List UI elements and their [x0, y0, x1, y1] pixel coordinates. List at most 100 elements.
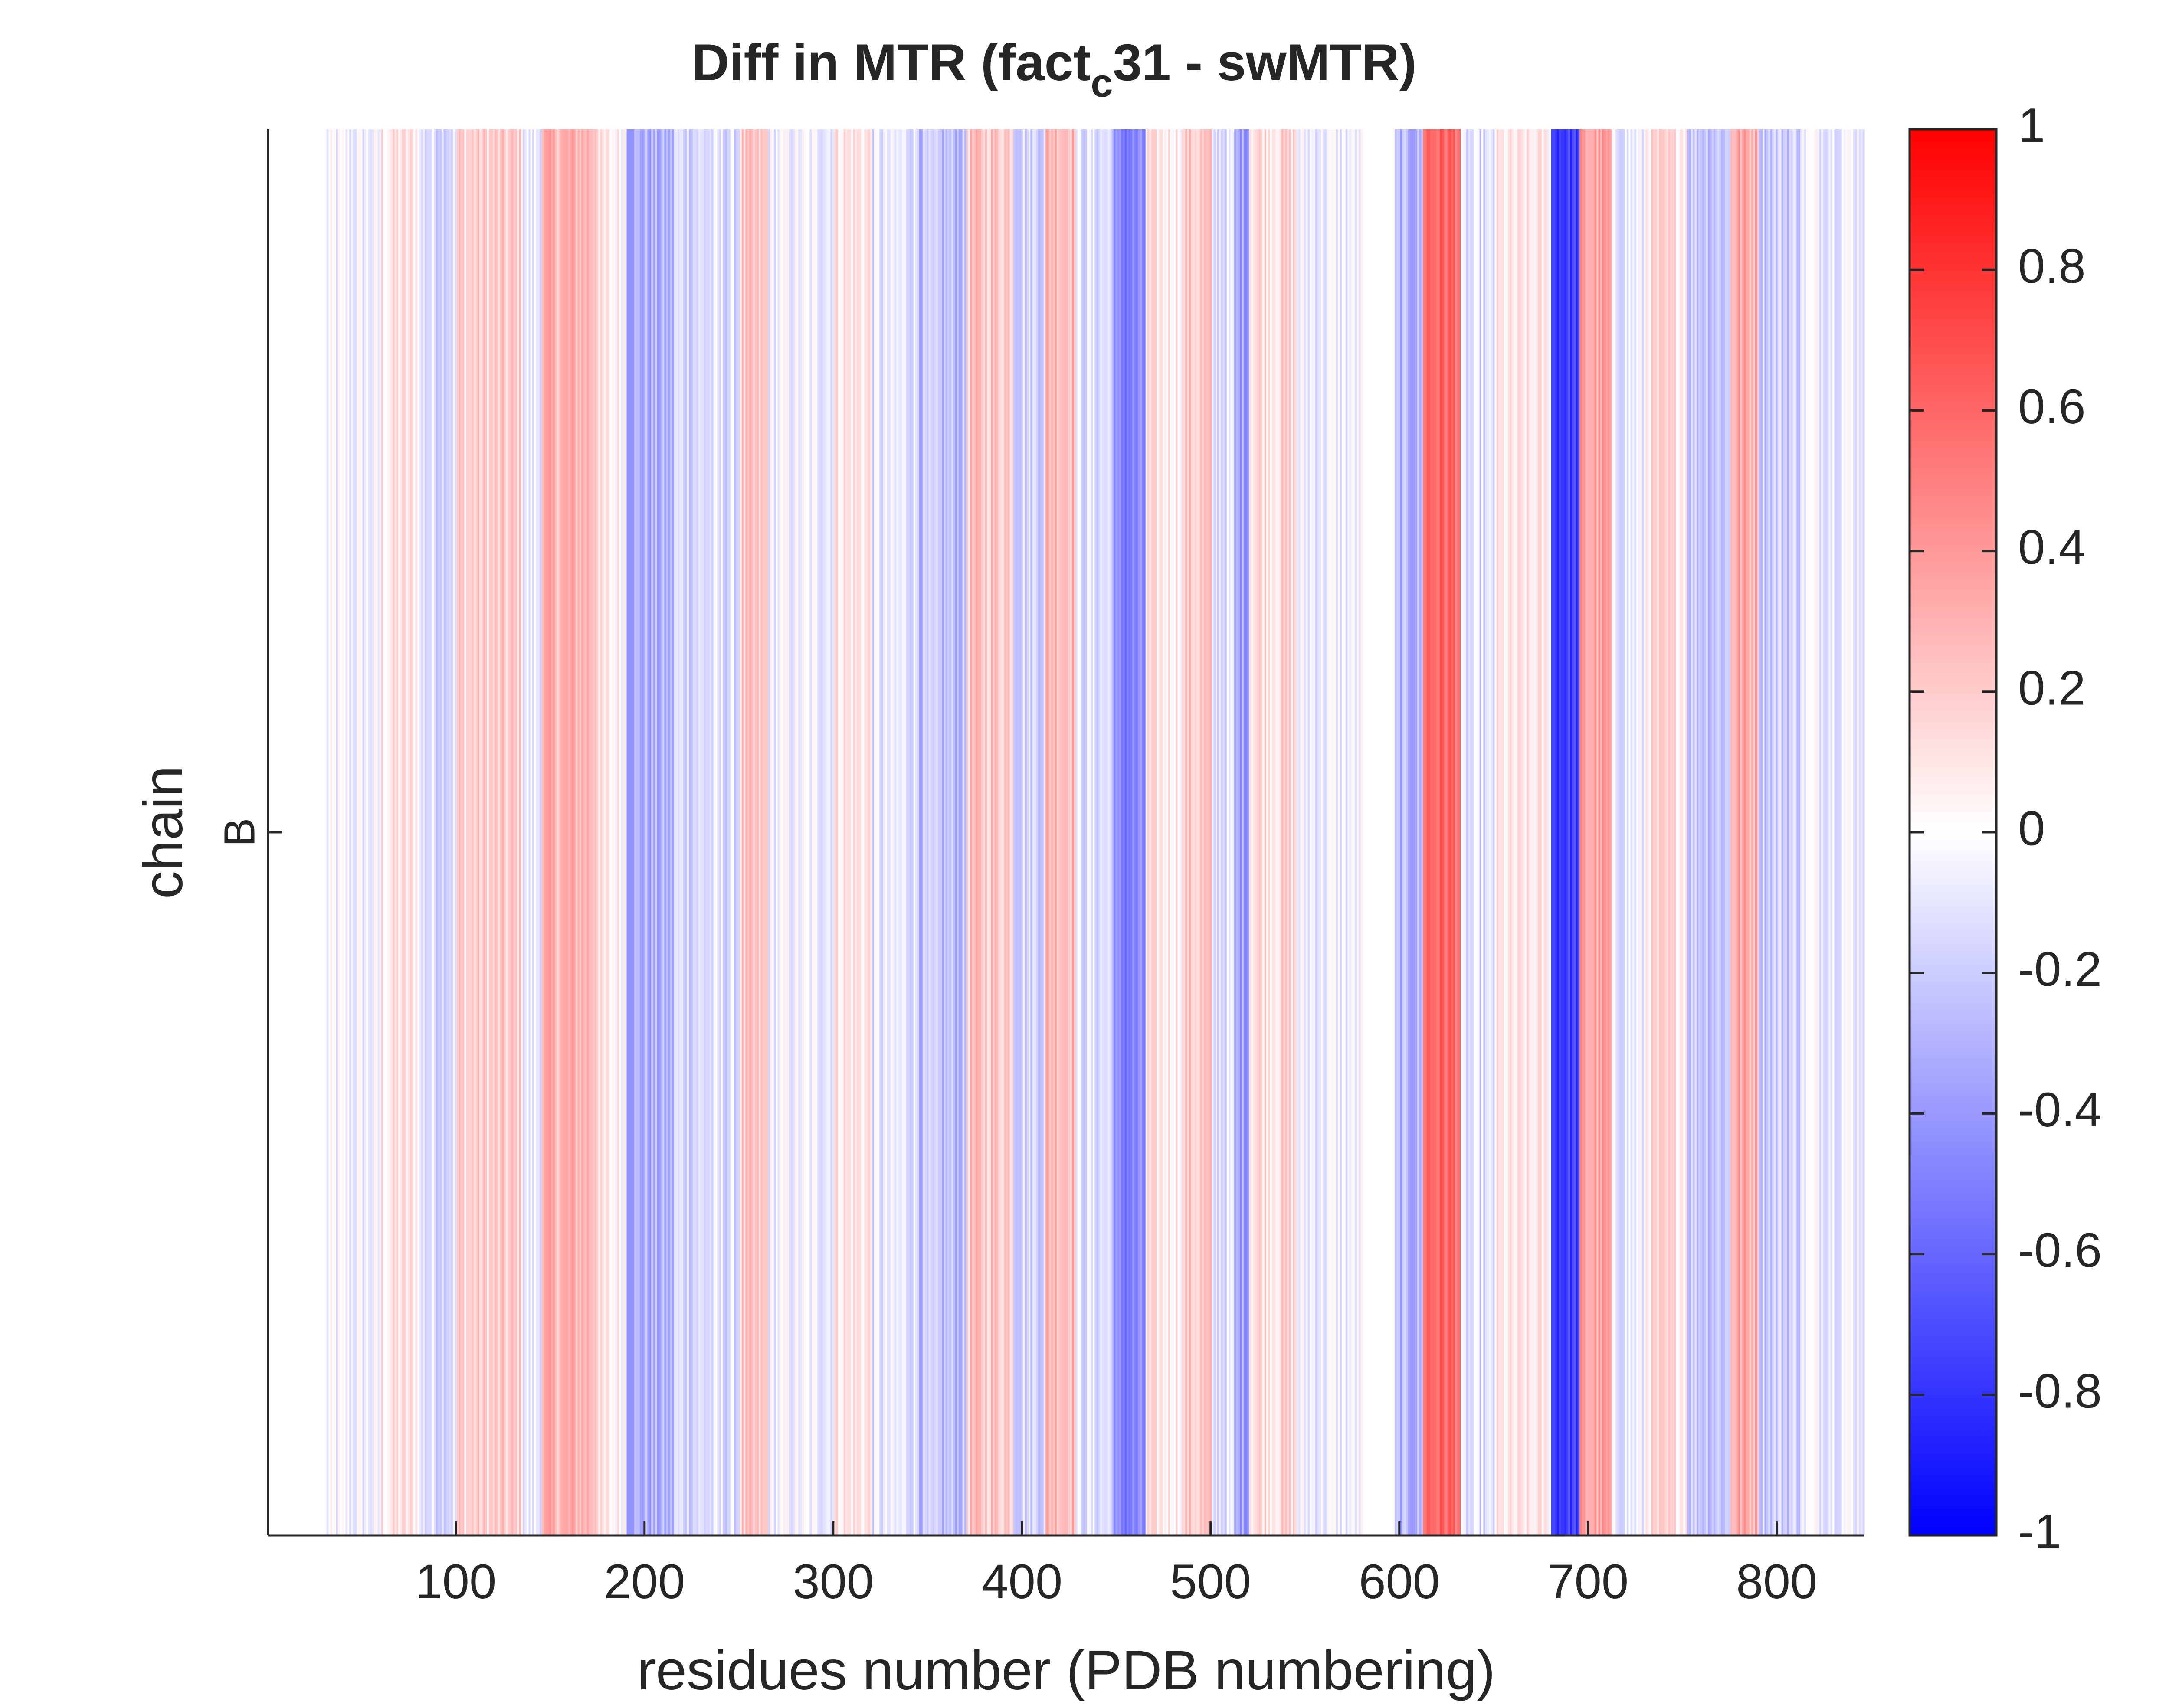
- heatmap-cell: [540, 129, 542, 1535]
- heatmap-cell: [1204, 129, 1206, 1535]
- heatmap-cell: [919, 129, 921, 1535]
- heatmap-cell: [936, 129, 938, 1535]
- heatmap-cell: [1655, 129, 1658, 1535]
- colorbar-tick-label: 0: [2018, 802, 2045, 856]
- heatmap-cell: [1268, 129, 1271, 1535]
- heatmap-cell: [587, 129, 590, 1535]
- heatmap-cell: [647, 129, 650, 1535]
- heatmap-cell: [1845, 129, 1848, 1535]
- heatmap-cell: [857, 129, 859, 1535]
- heatmap-cell: [968, 129, 970, 1535]
- heatmap-cell: [404, 129, 406, 1535]
- heatmap-cell: [1087, 129, 1089, 1535]
- heatmap-cell: [513, 129, 516, 1535]
- heatmap-cell: [434, 129, 436, 1535]
- heatmap-cell: [1432, 129, 1435, 1535]
- heatmap-cell: [721, 129, 723, 1535]
- heatmap-cell: [1681, 129, 1684, 1535]
- heatmap-cell: [1170, 129, 1173, 1535]
- heatmap-cell: [1485, 129, 1488, 1535]
- heatmap-cell: [1232, 129, 1235, 1535]
- heatmap-cell: [802, 129, 804, 1535]
- heatmap-cell: [526, 129, 529, 1535]
- heatmap-cell: [1343, 129, 1346, 1535]
- heatmap-cell: [1670, 129, 1672, 1535]
- heatmap-cell: [617, 129, 619, 1535]
- heatmap-cell: [753, 129, 755, 1535]
- heatmap-cell: [334, 129, 337, 1535]
- heatmap-cell: [672, 129, 674, 1535]
- heatmap-cell: [436, 129, 439, 1535]
- heatmap-cell: [1438, 129, 1440, 1535]
- heatmap-cell: [698, 129, 701, 1535]
- heatmap-cell: [964, 129, 967, 1535]
- heatmap-cell: [966, 129, 969, 1535]
- heatmap-cell: [689, 129, 691, 1535]
- heatmap-cell: [547, 129, 550, 1535]
- heatmap-cell: [1176, 129, 1178, 1535]
- heatmap-cell: [1498, 129, 1501, 1535]
- heatmap-cell: [447, 129, 450, 1535]
- heatmap-cell: [1021, 129, 1023, 1535]
- heatmap-cell: [1164, 129, 1167, 1535]
- heatmap-cell: [1714, 129, 1716, 1535]
- heatmap-cell: [1443, 129, 1446, 1535]
- heatmap-cell: [666, 129, 668, 1535]
- heatmap-cell: [1330, 129, 1333, 1535]
- heatmap-cell: [875, 129, 878, 1535]
- heatmap-cell: [660, 129, 663, 1535]
- heatmap-cell: [1008, 129, 1010, 1535]
- heatmap-cell: [1445, 129, 1448, 1535]
- heatmap-cell: [1755, 129, 1757, 1535]
- heatmap-cell: [1792, 129, 1795, 1535]
- heatmap-cell: [1117, 129, 1120, 1535]
- heatmap-cell: [879, 129, 882, 1535]
- heatmap-cell: [740, 129, 742, 1535]
- heatmap-cell: [1168, 129, 1170, 1535]
- heatmap-cell: [630, 129, 633, 1535]
- heatmap-cell: [474, 129, 476, 1535]
- heatmap-cell: [1355, 129, 1357, 1535]
- heatmap-cell: [364, 129, 367, 1535]
- heatmap-cell: [1002, 129, 1005, 1535]
- heatmap-cell: [1153, 129, 1156, 1535]
- heatmap-cell: [1766, 129, 1769, 1535]
- heatmap-cell: [517, 129, 520, 1535]
- heatmap-cell: [1725, 129, 1727, 1535]
- heatmap-cell: [695, 129, 697, 1535]
- heatmap-cell: [1553, 129, 1556, 1535]
- heatmap-cell: [1600, 129, 1602, 1535]
- heatmap-cell: [1345, 129, 1348, 1535]
- heatmap-cell: [1398, 129, 1401, 1535]
- heatmap-cell: [1030, 129, 1033, 1535]
- heatmap-cell: [840, 129, 842, 1535]
- heatmap-cell: [657, 129, 659, 1535]
- heatmap-cell: [1457, 129, 1459, 1535]
- heatmap-cell: [1200, 129, 1202, 1535]
- heatmap-cell: [626, 129, 629, 1535]
- heatmap-cell: [576, 129, 578, 1535]
- heatmap-cell: [1458, 129, 1461, 1535]
- heatmap-cell: [340, 129, 342, 1535]
- heatmap-cell: [744, 129, 746, 1535]
- heatmap-cell: [1123, 129, 1125, 1535]
- heatmap-cell: [706, 129, 708, 1535]
- heatmap-cell: [1658, 129, 1661, 1535]
- heatmap-cell: [1127, 129, 1129, 1535]
- heatmap-cell: [1489, 129, 1491, 1535]
- heatmap-cell: [1823, 129, 1825, 1535]
- heatmap-cell: [1121, 129, 1124, 1535]
- heatmap-cell: [1749, 129, 1752, 1535]
- heatmap-cell: [662, 129, 665, 1535]
- heatmap-cell: [1047, 129, 1050, 1535]
- heatmap-cell: [1266, 129, 1269, 1535]
- heatmap-cell: [1628, 129, 1631, 1535]
- heatmap-cell: [1356, 129, 1359, 1535]
- x-axis-label: residues number (PDB numbering): [637, 1639, 1495, 1701]
- heatmap-cell: [492, 129, 495, 1535]
- heatmap-cell: [462, 129, 465, 1535]
- heatmap-cell: [500, 129, 502, 1535]
- heatmap-cell: [541, 129, 544, 1535]
- heatmap-cell: [1638, 129, 1640, 1535]
- heatmap-cell: [793, 129, 795, 1535]
